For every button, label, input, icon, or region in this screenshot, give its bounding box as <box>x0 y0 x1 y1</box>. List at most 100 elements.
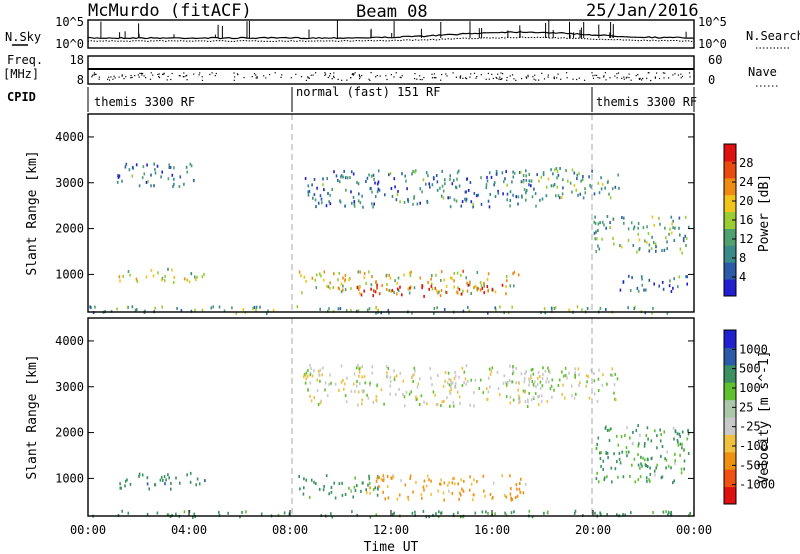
velocity-cell <box>430 376 432 380</box>
velocity-cell <box>452 400 455 404</box>
nave-dot <box>485 78 487 80</box>
velocity-cell <box>371 371 374 375</box>
power-cell <box>633 225 636 229</box>
velocity-cell <box>588 396 591 400</box>
power-cell <box>545 185 548 189</box>
power-cell <box>440 278 442 282</box>
power-cell <box>125 162 128 166</box>
velocity-cell <box>606 382 608 386</box>
power-cell <box>669 279 671 283</box>
nave-dot <box>414 73 416 75</box>
power-cell <box>407 200 410 203</box>
nave-dot <box>470 73 472 75</box>
power-cell <box>323 270 326 274</box>
power-cell <box>595 230 598 234</box>
power-heatmap <box>89 162 690 315</box>
power-cell <box>311 183 313 187</box>
velocity-cell <box>357 403 359 407</box>
velocity-cell <box>362 481 364 485</box>
velocity-cell <box>487 390 490 394</box>
power-cell <box>342 175 344 179</box>
velocity-cell <box>611 367 613 371</box>
power-cell <box>344 288 347 292</box>
velocity-cell <box>420 493 423 497</box>
power-cell <box>460 204 463 208</box>
power-cell <box>554 168 556 172</box>
power-cell <box>406 187 408 191</box>
velocity-cell <box>368 477 371 481</box>
power-cell <box>154 168 156 171</box>
velocity-cell <box>674 429 677 433</box>
power-cell <box>666 247 668 251</box>
velocity-cell <box>597 389 600 392</box>
power-cell <box>646 225 648 229</box>
ytick-label: 1000 <box>55 267 84 281</box>
power-cell <box>556 169 559 173</box>
nave-dot <box>143 75 145 77</box>
power-cell <box>391 194 394 198</box>
power-cell <box>163 279 166 283</box>
power-cell <box>507 311 510 315</box>
power-cell <box>255 308 257 312</box>
power-cell <box>505 285 507 289</box>
power-cell <box>340 174 343 178</box>
power-colorbar-swatch <box>724 262 736 280</box>
velocity-cell <box>416 385 419 389</box>
power-cell <box>160 278 163 282</box>
power-cell <box>436 291 439 295</box>
power-cell <box>189 162 192 166</box>
power-cell <box>593 231 596 235</box>
velocity-cell <box>525 370 527 373</box>
velocity-cell <box>532 383 535 386</box>
power-cell <box>352 195 355 199</box>
velocity-cell <box>647 437 649 441</box>
nave-dot <box>193 73 195 75</box>
nave-dot <box>674 73 676 75</box>
nave-dot <box>333 75 335 77</box>
power-cell <box>525 178 528 182</box>
power-cell <box>358 288 360 292</box>
velocity-cell <box>302 492 305 496</box>
velocity-cell <box>454 370 456 374</box>
power-cell <box>431 183 434 187</box>
power-cell <box>449 276 452 280</box>
power-cell <box>394 279 396 283</box>
nave-dot <box>93 72 95 74</box>
power-cell <box>606 180 609 184</box>
velocity-cell <box>345 400 348 404</box>
nave-dot <box>114 77 116 79</box>
velocity-cell <box>422 509 425 513</box>
velocity-cell <box>330 490 333 494</box>
nave-dot <box>621 77 623 79</box>
velocity-cell <box>192 515 194 519</box>
power-cell <box>150 184 152 188</box>
power-cell <box>118 275 121 279</box>
velocity-cell <box>442 384 445 388</box>
velocity-cell <box>429 367 431 371</box>
power-cell <box>145 275 148 279</box>
freq-strip: Freq. [MHz] 18 8 60 0 Nave <box>3 53 780 87</box>
power-cell <box>637 232 639 236</box>
power-cell <box>456 291 459 295</box>
velocity-cell <box>515 367 517 370</box>
velocity-cell <box>328 383 330 386</box>
nave-dot <box>107 78 109 80</box>
velocity-cell <box>654 429 656 433</box>
velocity-cell <box>600 464 602 468</box>
nave-dot <box>642 77 644 80</box>
power-cell <box>146 163 148 167</box>
power-cell <box>477 193 480 197</box>
power-cell <box>242 308 245 311</box>
nave-dot <box>183 76 185 78</box>
power-cell <box>377 187 380 191</box>
velocity-cell <box>352 382 355 386</box>
velocity-cell <box>660 433 662 436</box>
velocity-cell <box>325 474 328 478</box>
velocity-cell <box>538 394 540 398</box>
power-cell <box>536 173 538 177</box>
nave-dot <box>121 74 123 76</box>
power-cell <box>342 284 344 288</box>
velocity-cell <box>457 482 459 486</box>
power-cell <box>652 306 654 310</box>
